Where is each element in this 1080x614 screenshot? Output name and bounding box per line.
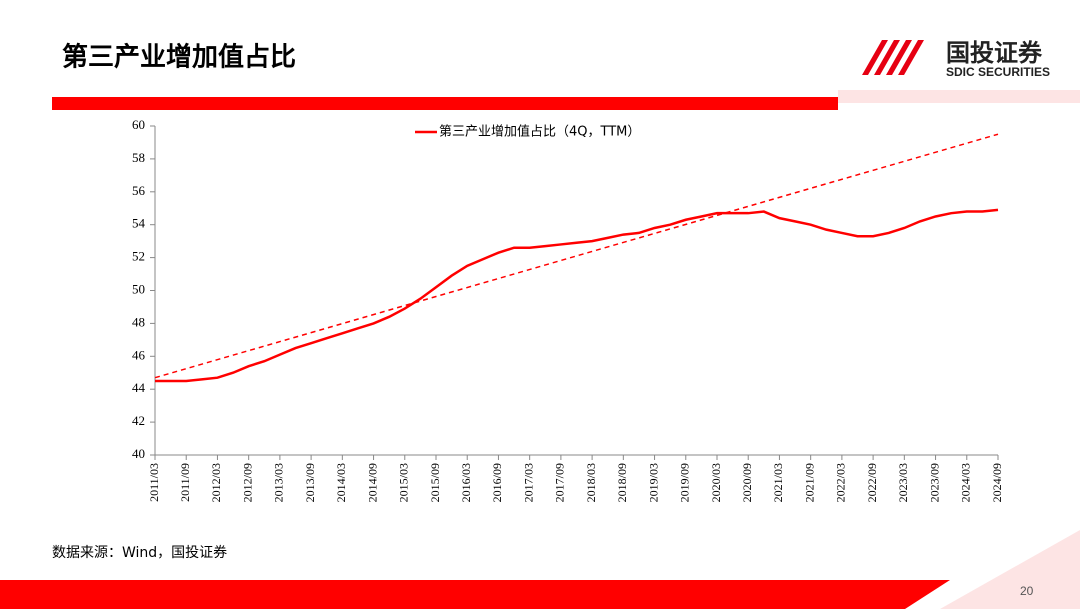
header-bar bbox=[52, 97, 838, 110]
y-tick-label: 60 bbox=[132, 117, 145, 132]
legend-label: 第三产业增加值占比（4Q，TTM） bbox=[439, 124, 640, 140]
y-tick-label: 42 bbox=[132, 413, 145, 428]
x-tick-label: 2011/09 bbox=[178, 463, 192, 502]
page-number: 20 bbox=[1020, 584, 1034, 598]
x-tick-label: 2022/09 bbox=[865, 463, 879, 502]
x-tick-label: 2015/09 bbox=[428, 463, 442, 502]
trend-line bbox=[154, 133, 999, 379]
x-tick-label: 2018/03 bbox=[584, 463, 598, 502]
logo-sub: SDIC SECURITIES bbox=[946, 65, 1050, 79]
x-tick-label: 2021/09 bbox=[802, 463, 816, 502]
x-tick-label: 2018/09 bbox=[615, 463, 629, 502]
y-tick-label: 48 bbox=[132, 314, 145, 329]
y-tick-label: 44 bbox=[132, 380, 146, 395]
x-tick-label: 2014/03 bbox=[334, 463, 348, 502]
y-tick-label: 50 bbox=[132, 281, 145, 296]
x-tick-label: 2017/03 bbox=[521, 463, 535, 502]
x-tick-label: 2020/03 bbox=[709, 463, 723, 502]
x-tick-label: 2024/09 bbox=[990, 463, 1004, 502]
footer-bar bbox=[0, 580, 950, 609]
x-tick-label: 2023/09 bbox=[927, 463, 941, 502]
header-bar-light bbox=[838, 90, 1080, 103]
x-tick-label: 2012/09 bbox=[240, 463, 254, 502]
x-tick-label: 2013/09 bbox=[303, 463, 317, 502]
x-tick-label: 2017/09 bbox=[553, 463, 567, 502]
slide-title: 第三产业增加值占比 bbox=[62, 42, 296, 73]
x-tick-label: 2013/03 bbox=[272, 463, 286, 502]
y-tick-label: 58 bbox=[132, 150, 145, 165]
logo: 国投证券 SDIC SECURITIES bbox=[862, 39, 1050, 79]
x-tick-label: 2019/09 bbox=[678, 463, 692, 502]
y-tick-label: 46 bbox=[132, 347, 146, 362]
x-tick-label: 2015/03 bbox=[397, 463, 411, 502]
logo-text: 国投证券 bbox=[946, 39, 1043, 67]
y-tick-label: 52 bbox=[132, 249, 145, 264]
x-tick-label: 2024/03 bbox=[959, 463, 973, 502]
corner-deco bbox=[940, 530, 1080, 609]
plot: 40 42 44 46 48 50 52 54 56 58 60 2011/03 2011/09 2012… bbox=[132, 117, 1004, 502]
series-line bbox=[155, 208, 999, 383]
y-tick-label: 40 bbox=[132, 446, 145, 461]
x-tick-label: 2021/03 bbox=[771, 463, 785, 502]
logo-mark bbox=[862, 40, 924, 75]
x-tick-label: 2023/03 bbox=[896, 463, 910, 502]
x-tick-label: 2019/03 bbox=[646, 463, 660, 502]
x-tick-label: 2014/09 bbox=[365, 463, 379, 502]
x-tick-label: 2016/03 bbox=[459, 463, 473, 502]
y-tick-label: 54 bbox=[132, 216, 146, 231]
x-tick-label: 2016/09 bbox=[490, 463, 504, 502]
y-tick-label: 56 bbox=[132, 183, 146, 198]
x-tick-label: 2020/09 bbox=[740, 463, 754, 502]
x-tick-label: 2011/03 bbox=[147, 463, 161, 502]
x-tick-label: 2012/03 bbox=[209, 463, 223, 502]
x-tick-label: 2022/03 bbox=[834, 463, 848, 502]
source: 数据来源：Wind，国投证券 bbox=[52, 545, 227, 561]
